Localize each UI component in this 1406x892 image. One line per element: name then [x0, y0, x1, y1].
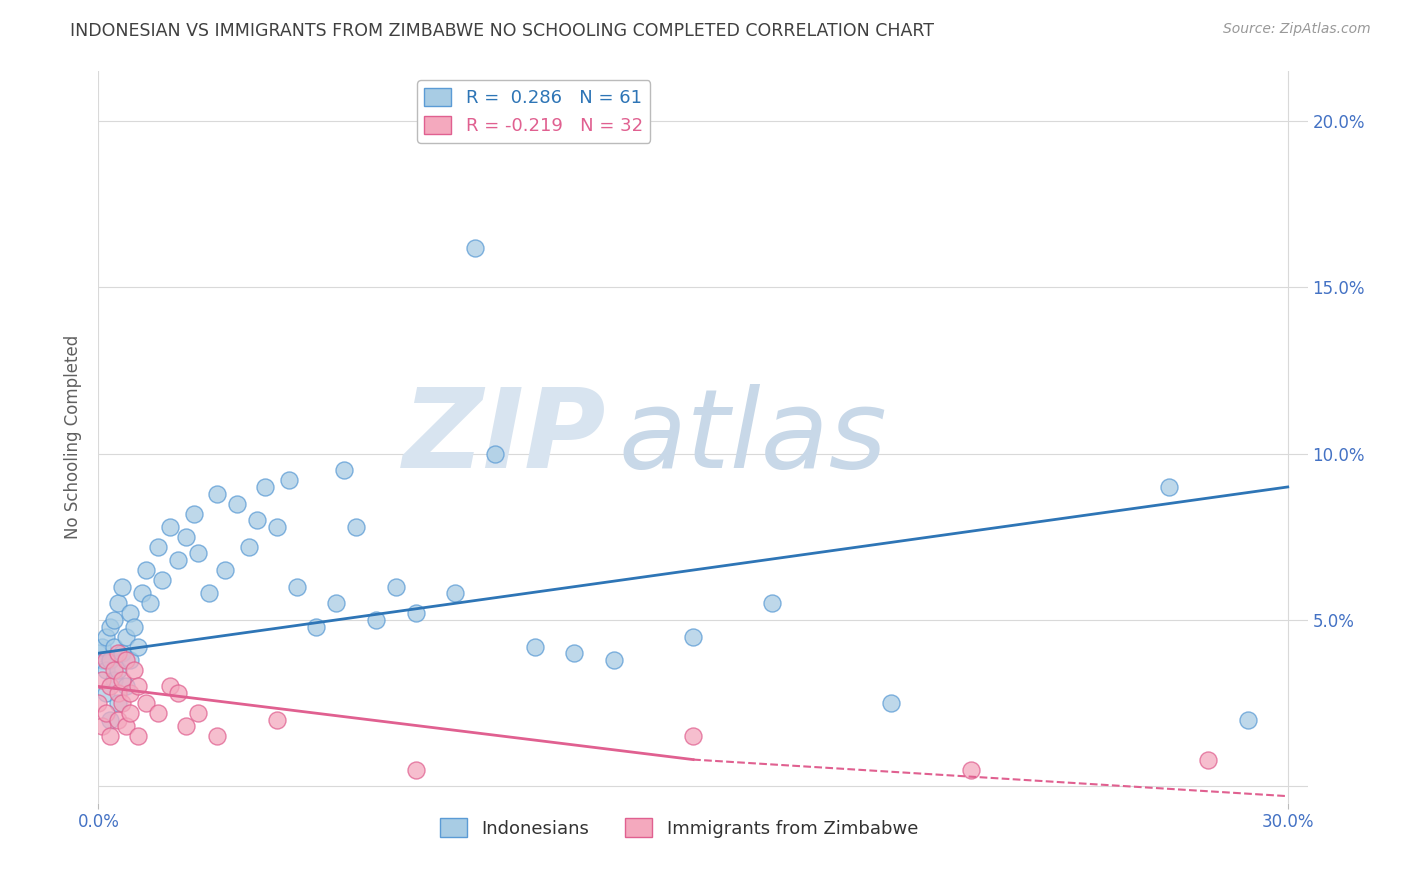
Point: [127, 729, 149, 743]
Point: [103, 663, 125, 677]
Y-axis label: No Schooling Completed: No Schooling Completed: [65, 335, 83, 539]
Point: [98, 619, 121, 633]
Point: [98, 713, 121, 727]
Point: [207, 486, 229, 500]
Point: [96, 653, 118, 667]
Point: [98, 653, 121, 667]
Point: [111, 696, 134, 710]
Point: [959, 763, 981, 777]
Point: [603, 653, 626, 667]
Point: [325, 596, 347, 610]
Point: [159, 680, 181, 694]
Point: [131, 586, 153, 600]
Point: [127, 680, 149, 694]
Point: [91, 653, 114, 667]
Point: [91, 640, 114, 654]
Point: [107, 696, 129, 710]
Point: [96, 706, 118, 720]
Point: [186, 706, 208, 720]
Point: [405, 607, 427, 621]
Text: Source: ZipAtlas.com: Source: ZipAtlas.com: [1223, 22, 1371, 37]
Text: INDONESIAN VS IMMIGRANTS FROM ZIMBABWE NO SCHOOLING COMPLETED CORRELATION CHART: INDONESIAN VS IMMIGRANTS FROM ZIMBABWE N…: [70, 22, 935, 40]
Point: [107, 596, 129, 610]
Point: [120, 686, 142, 700]
Point: [139, 596, 162, 610]
Point: [186, 546, 208, 560]
Point: [150, 573, 173, 587]
Point: [344, 520, 367, 534]
Point: [135, 563, 157, 577]
Point: [107, 663, 129, 677]
Point: [135, 696, 157, 710]
Point: [174, 530, 197, 544]
Point: [111, 580, 134, 594]
Point: [98, 680, 121, 694]
Point: [107, 713, 129, 727]
Point: [115, 719, 138, 733]
Point: [880, 696, 903, 710]
Point: [1237, 713, 1260, 727]
Point: [127, 640, 149, 654]
Point: [107, 686, 129, 700]
Point: [98, 729, 121, 743]
Point: [266, 713, 288, 727]
Point: [682, 630, 704, 644]
Point: [120, 653, 142, 667]
Point: [91, 719, 114, 733]
Point: [120, 706, 142, 720]
Point: [87, 646, 110, 660]
Point: [166, 686, 188, 700]
Point: [238, 540, 260, 554]
Point: [207, 729, 229, 743]
Point: [266, 520, 288, 534]
Text: ZIP: ZIP: [402, 384, 606, 491]
Point: [384, 580, 406, 594]
Point: [122, 619, 145, 633]
Point: [333, 463, 356, 477]
Point: [246, 513, 269, 527]
Point: [226, 497, 249, 511]
Point: [107, 646, 129, 660]
Point: [444, 586, 467, 600]
Point: [103, 640, 125, 654]
Point: [96, 686, 118, 700]
Point: [1157, 480, 1180, 494]
Point: [405, 763, 427, 777]
Point: [277, 473, 299, 487]
Point: [115, 630, 138, 644]
Point: [198, 586, 221, 600]
Text: atlas: atlas: [619, 384, 887, 491]
Point: [183, 507, 205, 521]
Point: [761, 596, 783, 610]
Point: [523, 640, 546, 654]
Point: [484, 447, 506, 461]
Point: [103, 673, 125, 687]
Point: [214, 563, 236, 577]
Point: [115, 680, 138, 694]
Point: [115, 653, 138, 667]
Legend: Indonesians, Immigrants from Zimbabwe: Indonesians, Immigrants from Zimbabwe: [433, 811, 925, 845]
Point: [120, 607, 142, 621]
Point: [146, 706, 169, 720]
Point: [111, 673, 134, 687]
Point: [166, 553, 188, 567]
Point: [159, 520, 181, 534]
Point: [91, 673, 114, 687]
Point: [87, 696, 110, 710]
Point: [1198, 753, 1220, 767]
Point: [562, 646, 585, 660]
Point: [96, 663, 118, 677]
Point: [285, 580, 308, 594]
Point: [174, 719, 197, 733]
Point: [305, 619, 328, 633]
Point: [253, 480, 276, 494]
Point: [111, 646, 134, 660]
Point: [96, 630, 118, 644]
Point: [364, 613, 387, 627]
Point: [122, 663, 145, 677]
Point: [103, 613, 125, 627]
Point: [682, 729, 704, 743]
Point: [146, 540, 169, 554]
Point: [464, 241, 486, 255]
